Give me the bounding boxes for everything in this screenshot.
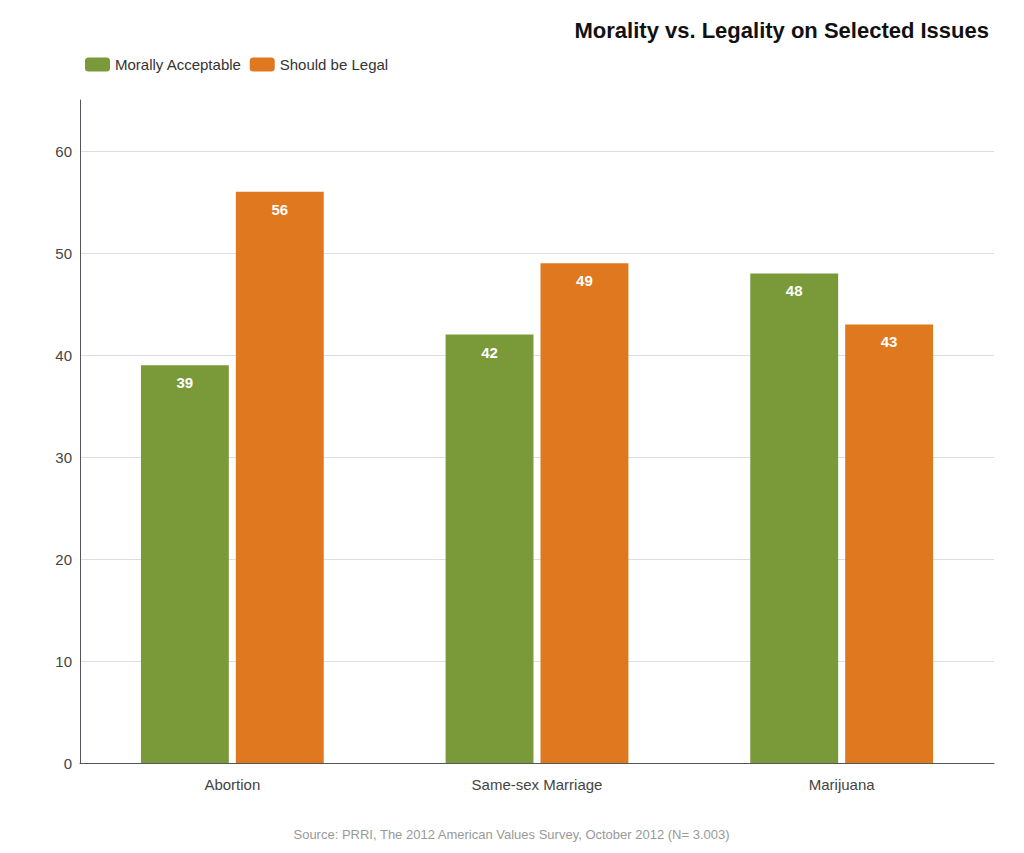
svg-text:10: 10 <box>55 653 72 670</box>
svg-text:39: 39 <box>177 374 194 391</box>
svg-text:Morally Acceptable: Morally Acceptable <box>115 56 241 73</box>
svg-text:Should be Legal: Should be Legal <box>280 56 388 73</box>
svg-text:42: 42 <box>481 344 498 361</box>
svg-text:50: 50 <box>55 245 72 262</box>
svg-text:Same-sex Marriage: Same-sex Marriage <box>472 776 603 793</box>
svg-text:40: 40 <box>55 347 72 364</box>
svg-text:Abortion: Abortion <box>204 776 260 793</box>
svg-text:Source: PRRI, The 2012 America: Source: PRRI, The 2012 American Values S… <box>293 827 729 842</box>
svg-text:30: 30 <box>55 449 72 466</box>
svg-text:20: 20 <box>55 551 72 568</box>
svg-text:Morality vs. Legality on Selec: Morality vs. Legality on Selected Issues <box>575 18 990 43</box>
svg-text:Marijuana: Marijuana <box>809 776 876 793</box>
svg-text:56: 56 <box>271 201 288 218</box>
svg-text:60: 60 <box>55 143 72 160</box>
svg-text:49: 49 <box>576 272 593 289</box>
svg-text:43: 43 <box>881 333 898 350</box>
svg-text:0: 0 <box>64 755 72 772</box>
svg-text:48: 48 <box>786 282 803 299</box>
